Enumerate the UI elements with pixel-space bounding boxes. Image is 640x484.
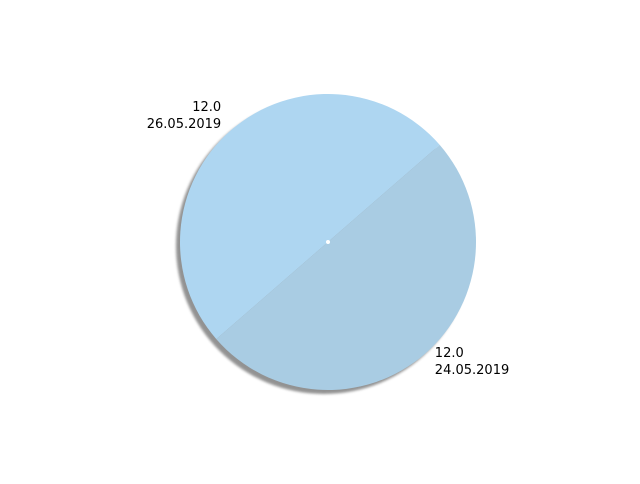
- pie-slices-layer: [179, 93, 477, 391]
- pie-slice-label: 12.0 24.05.2019: [435, 346, 509, 378]
- pie-slice-date-label: 24.05.2019: [435, 363, 509, 378]
- pie-slice-date-label: 26.05.2019: [147, 117, 221, 132]
- pie-slice-26.05.2019: [179, 93, 440, 340]
- pie-center-dot: [326, 240, 330, 244]
- pie-slice-value-label: 12.0: [192, 100, 221, 115]
- pie-slice-label: 12.0 26.05.2019: [147, 100, 221, 132]
- pie-slice-value-label: 12.0: [435, 346, 464, 361]
- pie-labels-layer: 12.0 26.05.2019 12.0 24.05.2019: [147, 100, 509, 378]
- pie-slice-24.05.2019: [216, 144, 477, 391]
